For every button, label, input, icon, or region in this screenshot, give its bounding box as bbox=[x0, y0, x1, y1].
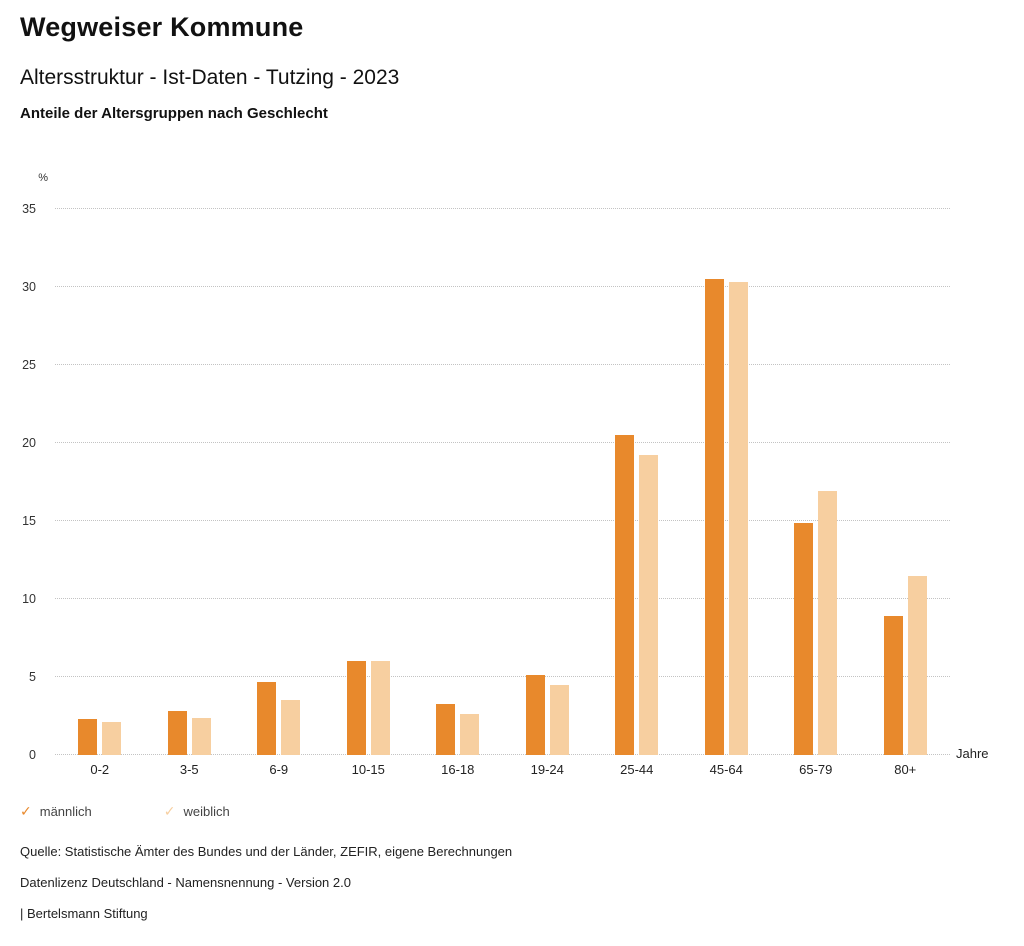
footer-license: Datenlizenz Deutschland - Namensnennung … bbox=[20, 875, 351, 890]
y-tick-label: 5 bbox=[29, 670, 36, 684]
footer-source: Quelle: Statistische Ämter des Bundes un… bbox=[20, 844, 513, 859]
x-axis-label-65-79: 65-79 bbox=[799, 762, 833, 777]
x-axis-label-16-18: 16-18 bbox=[441, 762, 475, 777]
bar-group-80+ bbox=[861, 209, 951, 755]
bar-weiblich-25-44[interactable] bbox=[639, 455, 659, 755]
x-axis-label-6-9: 6-9 bbox=[269, 762, 289, 777]
gridline bbox=[55, 754, 950, 755]
bar-group-3-5 bbox=[145, 209, 235, 755]
bar-männlich-19-24[interactable] bbox=[525, 675, 545, 755]
bar-männlich-80+[interactable] bbox=[883, 616, 903, 755]
chart-legend: ✓ männlich ✓ weiblich bbox=[20, 803, 230, 820]
legend-check-icon: ✓ bbox=[163, 803, 176, 819]
bar-group-0-2 bbox=[55, 209, 145, 755]
bar-group-10-15 bbox=[324, 209, 414, 755]
bar-group-45-64 bbox=[682, 209, 772, 755]
bar-männlich-10-15[interactable] bbox=[346, 661, 366, 755]
x-axis-label-3-5: 3-5 bbox=[179, 762, 199, 777]
y-tick-label: 0 bbox=[29, 748, 36, 762]
page-title: Wegweiser Kommune bbox=[20, 12, 304, 42]
gridline bbox=[55, 676, 950, 677]
x-axis-label-10-15: 10-15 bbox=[351, 762, 385, 777]
bar-weiblich-65-79[interactable] bbox=[818, 491, 838, 755]
y-tick-label: 15 bbox=[22, 514, 36, 528]
y-axis-unit-label: % bbox=[38, 172, 48, 184]
y-tick-label: 30 bbox=[22, 280, 36, 294]
bar-weiblich-19-24[interactable] bbox=[549, 684, 569, 755]
footer-attribution: | Bertelsmann Stiftung bbox=[20, 906, 148, 921]
y-tick-label: 10 bbox=[22, 592, 36, 606]
bars-layer bbox=[55, 209, 950, 755]
bar-männlich-16-18[interactable] bbox=[436, 703, 456, 755]
bar-männlich-0-2[interactable] bbox=[78, 719, 98, 755]
bar-group-65-79 bbox=[771, 209, 861, 755]
bar-weiblich-45-64[interactable] bbox=[728, 282, 748, 755]
bar-group-25-44 bbox=[592, 209, 682, 755]
bar-group-16-18 bbox=[413, 209, 503, 755]
gridline bbox=[55, 442, 950, 443]
bar-weiblich-0-2[interactable] bbox=[102, 722, 122, 755]
legend-item-weiblich[interactable]: ✓ weiblich bbox=[164, 803, 230, 820]
gridline bbox=[55, 286, 950, 287]
legend-check-icon: ✓ bbox=[20, 803, 32, 819]
bar-männlich-25-44[interactable] bbox=[615, 435, 635, 755]
x-axis-label-19-24: 19-24 bbox=[530, 762, 564, 777]
gridline bbox=[55, 598, 950, 599]
bar-weiblich-80+[interactable] bbox=[907, 575, 927, 755]
x-axis-label-25-44: 25-44 bbox=[620, 762, 654, 777]
x-axis-labels: 0-2 3-5 6-9 10-15 16-18 19-24 25-44 45-64 65-79 8… bbox=[55, 762, 950, 777]
bar-männlich-45-64[interactable] bbox=[704, 279, 724, 755]
gridline bbox=[55, 208, 950, 209]
bar-weiblich-16-18[interactable] bbox=[460, 714, 480, 755]
bar-männlich-6-9[interactable] bbox=[257, 681, 277, 755]
x-axis-label-0-2: 0-2 bbox=[90, 762, 110, 777]
bar-group-19-24 bbox=[503, 209, 593, 755]
y-tick-label: 25 bbox=[22, 358, 36, 372]
page-subtitle: Altersstruktur - Ist-Daten - Tutzing - 2… bbox=[20, 66, 400, 89]
x-axis-label-80+: 80+ bbox=[894, 762, 917, 777]
y-tick-label: 35 bbox=[22, 202, 36, 216]
bar-männlich-3-5[interactable] bbox=[167, 711, 187, 755]
gridline bbox=[55, 364, 950, 365]
gridline bbox=[55, 520, 950, 521]
bar-weiblich-3-5[interactable] bbox=[191, 717, 211, 755]
y-axis: 0 5 10 15 20 25 30 35 bbox=[0, 202, 36, 762]
x-axis-label-45-64: 45-64 bbox=[709, 762, 743, 777]
bar-group-6-9 bbox=[234, 209, 324, 755]
bar-weiblich-6-9[interactable] bbox=[281, 700, 301, 755]
chart-heading: Anteile der Altersgruppen nach Geschlech… bbox=[20, 105, 328, 122]
x-axis-unit-label: Jahre bbox=[956, 746, 989, 761]
plot-area bbox=[55, 208, 950, 755]
bar-männlich-65-79[interactable] bbox=[794, 522, 814, 755]
bar-weiblich-10-15[interactable] bbox=[370, 661, 390, 755]
legend-label: männlich bbox=[39, 804, 92, 819]
legend-item-männlich[interactable]: ✓ männlich bbox=[20, 803, 92, 820]
y-tick-label: 20 bbox=[22, 436, 36, 450]
legend-label: weiblich bbox=[183, 804, 230, 819]
